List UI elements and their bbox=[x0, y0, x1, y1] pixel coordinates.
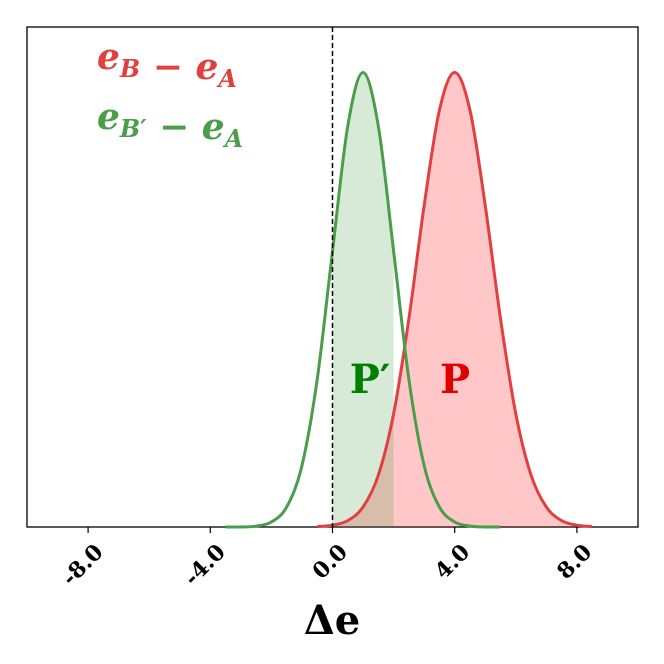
x-tick-label: 8.0 bbox=[552, 539, 597, 584]
shaded-area bbox=[332, 72, 593, 528]
annotation: P bbox=[440, 356, 470, 403]
curve bbox=[317, 70, 593, 529]
legend-subscript: A bbox=[223, 124, 244, 153]
legend-text: − bbox=[140, 46, 195, 88]
x-tick-label: -4.0 bbox=[179, 539, 231, 591]
legend-entry: eB − eA bbox=[97, 36, 237, 93]
x-axis-label: Δe bbox=[304, 597, 360, 644]
legend-text: e bbox=[97, 96, 120, 138]
shaded-area bbox=[332, 72, 394, 528]
legend-text: e bbox=[97, 36, 120, 78]
x-tick-label: 0.0 bbox=[308, 539, 353, 584]
legend-subscript: B′ bbox=[119, 114, 147, 143]
curve bbox=[225, 70, 501, 529]
legend-text: − bbox=[147, 106, 202, 148]
legend-entry: eB′ − eA bbox=[97, 96, 243, 153]
annotation: P′ bbox=[350, 356, 391, 403]
legend-subscript: A bbox=[216, 64, 237, 93]
legend-subscript: B bbox=[119, 54, 140, 83]
x-tick-label: -8.0 bbox=[57, 539, 109, 591]
legend-text: e bbox=[195, 46, 218, 88]
legend-text: e bbox=[202, 106, 225, 148]
x-tick-label: 4.0 bbox=[430, 539, 475, 584]
